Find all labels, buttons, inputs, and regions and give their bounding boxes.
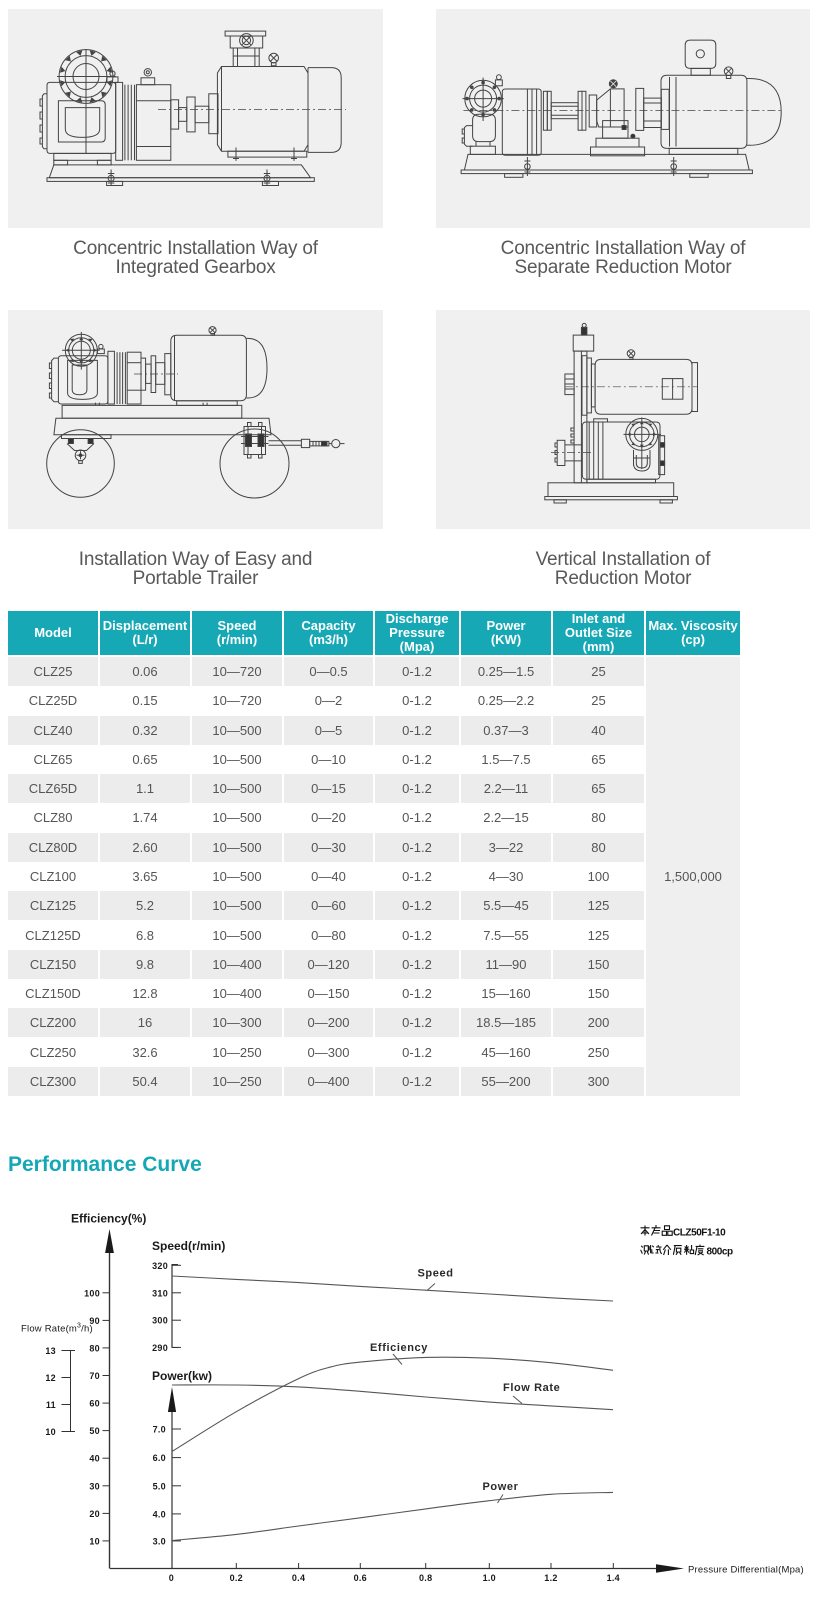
- svg-text:11: 11: [46, 1400, 56, 1410]
- svg-text:0.6: 0.6: [354, 1573, 367, 1583]
- svg-text:Efficiency(%): Efficiency(%): [71, 1211, 146, 1225]
- svg-text:Speed(r/min): Speed(r/min): [152, 1239, 225, 1253]
- svg-text:0.2: 0.2: [230, 1573, 243, 1583]
- svg-text:13: 13: [45, 1346, 56, 1356]
- svg-text:10: 10: [89, 1536, 100, 1546]
- svg-text:Efficiency: Efficiency: [370, 1342, 428, 1354]
- svg-text:0.4: 0.4: [292, 1573, 305, 1583]
- svg-text:1.2: 1.2: [544, 1573, 557, 1583]
- svg-text:70: 70: [89, 1371, 100, 1381]
- svg-text:5.0: 5.0: [153, 1481, 166, 1491]
- svg-text:Pressure Differential(Mpa): Pressure Differential(Mpa): [688, 1565, 804, 1576]
- svg-text:3.0: 3.0: [153, 1536, 166, 1546]
- svg-text:Flow Rate: Flow Rate: [503, 1382, 560, 1394]
- svg-text:7.0: 7.0: [153, 1425, 166, 1435]
- svg-text:Speed: Speed: [418, 1268, 454, 1280]
- svg-text:60: 60: [89, 1399, 100, 1409]
- svg-text:90: 90: [89, 1316, 100, 1326]
- svg-text:1.0: 1.0: [483, 1573, 496, 1583]
- svg-text:50: 50: [89, 1426, 100, 1436]
- svg-text:4.0: 4.0: [153, 1509, 166, 1519]
- svg-text:0: 0: [169, 1573, 174, 1583]
- svg-text:320: 320: [152, 1261, 168, 1271]
- svg-text:20: 20: [89, 1509, 100, 1519]
- svg-text:Power: Power: [483, 1481, 519, 1493]
- svg-text:6.0: 6.0: [153, 1453, 166, 1463]
- svg-text:290: 290: [152, 1343, 168, 1353]
- svg-text:10: 10: [45, 1427, 56, 1437]
- svg-text:40: 40: [89, 1454, 100, 1464]
- svg-text:310: 310: [152, 1288, 168, 1298]
- svg-text:CLZ50F1-10: CLZ50F1-10: [673, 1227, 726, 1238]
- svg-text:30: 30: [89, 1481, 100, 1491]
- svg-text:0.8: 0.8: [419, 1573, 432, 1583]
- svg-text:Flow Rate(m3/h): Flow Rate(m3/h): [21, 1323, 93, 1335]
- svg-text:100: 100: [84, 1288, 100, 1298]
- svg-text:1.4: 1.4: [607, 1573, 620, 1583]
- svg-text:80: 80: [89, 1343, 100, 1353]
- svg-text:12: 12: [45, 1373, 56, 1383]
- svg-text:Power(kw): Power(kw): [152, 1369, 212, 1383]
- svg-text:800cp: 800cp: [707, 1247, 733, 1258]
- svg-text:300: 300: [152, 1316, 168, 1326]
